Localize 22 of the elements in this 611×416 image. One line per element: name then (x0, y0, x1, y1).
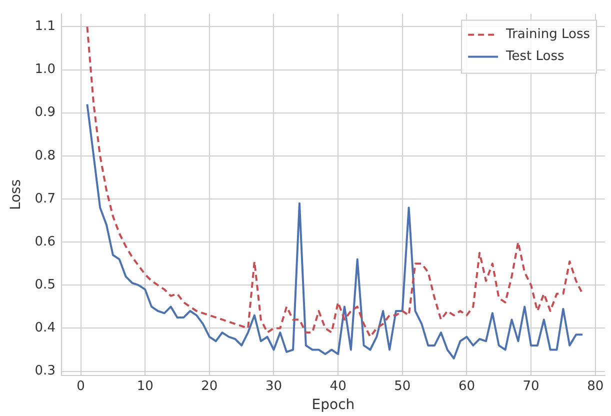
y-tick-label: 1.0 (34, 62, 56, 78)
y-axis-title: Loss (8, 179, 24, 210)
y-tick-label: 0.6 (34, 234, 56, 250)
y-tick-label: 0.7 (34, 191, 56, 206)
x-tick-label: 60 (458, 378, 475, 394)
x-tick-label: 10 (136, 378, 154, 394)
y-tick-label: 0.8 (34, 148, 56, 164)
legend-label: Training Loss (505, 27, 590, 42)
x-tick-label: 40 (330, 378, 346, 394)
y-tick-label: 0.4 (34, 320, 56, 336)
legend-label: Test Loss (505, 49, 565, 64)
x-tick-label: 20 (201, 378, 218, 394)
x-tick-label: 0 (76, 378, 85, 394)
x-tick-label: 70 (522, 378, 540, 394)
y-tick-label: 1.1 (34, 19, 56, 34)
x-tick-label: 30 (265, 378, 282, 394)
y-tick-label: 0.9 (34, 105, 56, 120)
x-axis-title: Epoch (312, 397, 355, 414)
y-tick-label: 0.5 (34, 278, 56, 293)
y-tick-label: 0.3 (34, 364, 56, 379)
x-tick-label: 80 (587, 378, 604, 394)
x-tick-label: 50 (394, 378, 411, 394)
